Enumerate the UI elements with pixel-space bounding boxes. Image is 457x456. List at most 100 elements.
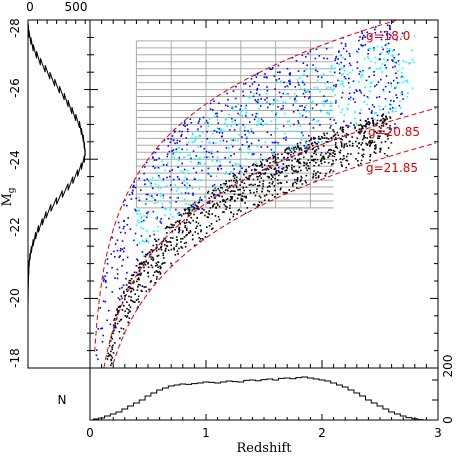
- scatter-point-black: [189, 231, 192, 233]
- scatter-point-blue: [125, 277, 127, 280]
- scatter-point-black: [175, 236, 178, 238]
- scatter-point-black: [383, 119, 385, 122]
- scatter-point-black: [256, 178, 259, 181]
- scatter-point-cyan: [342, 82, 344, 85]
- scatter-point-cyan: [381, 46, 383, 49]
- scatter-point-black: [327, 161, 330, 164]
- scatter-point-black: [180, 241, 182, 243]
- scatter-point-blue: [236, 124, 238, 126]
- scatter-point-cyan: [378, 67, 380, 70]
- scatter-point-cyan: [357, 51, 360, 54]
- scatter-point-black: [130, 287, 133, 290]
- scatter-point-black: [282, 167, 285, 169]
- scatter-point-black: [256, 190, 258, 193]
- scatter-point-black: [138, 273, 140, 275]
- scatter-point-black: [279, 182, 281, 184]
- scatter-point-cyan: [176, 197, 178, 199]
- scatter-point-cyan: [157, 187, 160, 189]
- scatter-point-blue: [263, 164, 266, 166]
- scatter-point-blue: [392, 79, 395, 82]
- scatter-point-black: [300, 153, 303, 155]
- scatter-point-cyan: [405, 80, 407, 82]
- scatter-point-black: [119, 305, 121, 307]
- scatter-point-blue: [104, 300, 107, 303]
- scatter-point-black: [293, 165, 295, 168]
- scatter-point-cyan: [228, 147, 230, 149]
- scatter-point-blue: [231, 107, 233, 109]
- svg-text:Mg: Mg: [0, 187, 17, 206]
- scatter-point-blue: [283, 81, 285, 84]
- scatter-point-blue: [349, 64, 352, 67]
- scatter-point-blue: [260, 146, 263, 148]
- scatter-point-cyan: [248, 148, 251, 151]
- scatter-point-black: [114, 322, 116, 324]
- scatter-point-black: [185, 234, 187, 237]
- scatter-point-black: [200, 230, 202, 233]
- scatter-point-cyan: [289, 79, 291, 81]
- bottom-tick-200: 200: [441, 355, 455, 378]
- scatter-point-blue: [340, 61, 342, 64]
- scatter-point-cyan: [164, 169, 166, 172]
- scatter-point-cyan: [216, 119, 219, 121]
- scatter-point-cyan: [407, 92, 409, 94]
- scatter-point-blue: [344, 45, 347, 47]
- scatter-point-black: [385, 115, 387, 118]
- scatter-point-black: [305, 140, 308, 143]
- scatter-point-cyan: [388, 48, 390, 50]
- scatter-point-black: [199, 224, 202, 227]
- scatter-point-cyan: [143, 215, 145, 217]
- scatter-point-blue: [239, 148, 241, 151]
- scatter-point-black: [126, 290, 128, 292]
- scatter-point-blue: [114, 243, 117, 245]
- scatter-point-blue: [176, 139, 179, 142]
- scatter-point-cyan: [246, 136, 248, 138]
- scatter-point-blue: [205, 150, 208, 153]
- scatter-point-blue: [166, 155, 169, 158]
- magnitude-limit-curves: [94, 19, 436, 368]
- scatter-point-blue: [222, 139, 225, 142]
- scatter-point-black: [305, 174, 308, 177]
- scatter-point-blue: [257, 101, 259, 104]
- scatter-point-black: [147, 271, 149, 274]
- scatter-point-blue: [100, 327, 102, 330]
- scatter-point-black: [260, 162, 263, 165]
- scatter-point-black: [183, 236, 186, 238]
- scatter-point-blue: [156, 194, 158, 196]
- scatter-point-cyan: [138, 196, 140, 199]
- scatter-point-blue: [253, 153, 255, 155]
- scatter-point-blue: [258, 139, 260, 142]
- scatter-point-black: [354, 126, 356, 128]
- scatter-point-black: [141, 262, 144, 265]
- scatter-point-cyan: [224, 119, 227, 121]
- scatter-point-black: [216, 202, 218, 205]
- scatter-point-blue: [241, 136, 243, 138]
- scatter-point-blue: [367, 53, 369, 55]
- scatter-point-blue: [373, 47, 375, 49]
- scatter-point-blue: [194, 178, 196, 181]
- scatter-point-black: [336, 147, 339, 149]
- scatter-point-blue: [297, 120, 299, 122]
- scatter-point-black: [365, 123, 367, 126]
- scatter-point-black: [217, 188, 219, 190]
- scatter-point-cyan: [197, 158, 199, 161]
- scatter-point-black: [315, 153, 317, 156]
- scatter-point-cyan: [364, 86, 366, 89]
- scatter-point-black: [370, 142, 372, 144]
- scatter-point-cyan: [216, 159, 218, 161]
- scatter-point-blue: [181, 215, 183, 217]
- scatter-point-cyan: [301, 74, 303, 77]
- scatter-point-blue: [388, 128, 391, 130]
- scatter-point-blue: [121, 265, 123, 267]
- scatter-point-black: [257, 184, 259, 187]
- scatter-point-blue: [123, 219, 125, 222]
- scatter-point-blue: [371, 110, 373, 112]
- y-tick-labels: -18 -20 -22 -24 -26 -28: [8, 18, 22, 368]
- scatter-point-black: [325, 152, 327, 155]
- scatter-point-cyan: [240, 171, 242, 173]
- scatter-point-black: [280, 187, 282, 190]
- scatter-point-blue: [187, 130, 189, 133]
- scatter-point-blue: [262, 172, 264, 175]
- scatter-point-black: [244, 202, 246, 204]
- scatter-point-black: [386, 118, 388, 120]
- scatter-point-blue: [126, 204, 128, 207]
